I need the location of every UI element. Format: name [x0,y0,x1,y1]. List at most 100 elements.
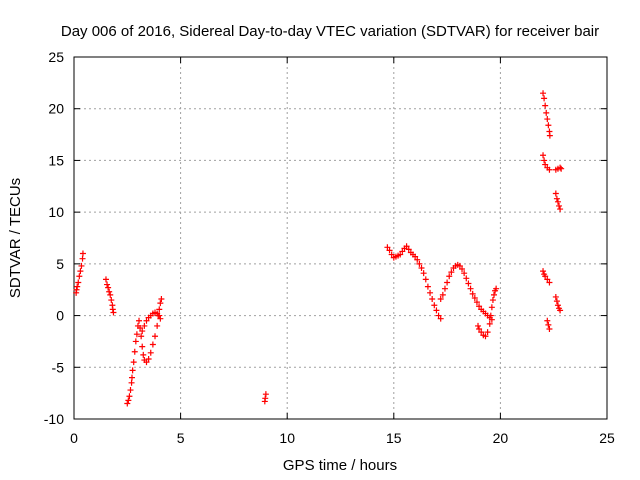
data-point [154,322,161,329]
data-point [543,109,550,116]
data-point [544,276,551,283]
y-tick-label: 25 [48,49,64,65]
data-point [427,289,434,296]
data-point [399,248,406,255]
data-point [476,303,483,310]
data-point [552,293,559,300]
data-point [157,300,164,307]
data-point [79,250,86,257]
data-point [104,281,111,288]
data-series-arc-2 [102,276,117,316]
data-point [486,320,493,327]
data-point [137,324,144,331]
data-point [418,264,425,271]
data-point [465,280,472,287]
data-point [431,302,438,309]
x-tick-label: 15 [386,430,402,446]
data-point [546,279,553,286]
data-point [110,309,117,316]
data-point [459,266,466,273]
data-point [262,395,269,402]
y-tick-label: 10 [48,204,64,220]
y-tick-label: -5 [52,359,65,375]
data-point [488,304,495,311]
data-point [540,90,547,97]
data-point [541,157,548,164]
x-tick-label: 0 [70,430,78,446]
x-tick-label: 20 [493,430,509,446]
data-point [128,374,135,381]
data-point [77,268,84,275]
data-point [78,262,85,269]
data-point [473,299,480,306]
data-point [141,322,148,329]
data-point [437,296,444,303]
data-point [147,349,154,356]
data-point [441,285,448,292]
data-point [437,315,444,322]
data-point [463,275,470,282]
data-point [152,333,159,340]
data-point [471,294,478,301]
data-point [158,296,165,303]
data-point [429,296,436,303]
data-point [138,333,145,340]
y-tick-label: 0 [56,308,64,324]
data-point [478,329,485,336]
data-point [397,251,404,258]
data-point [125,397,132,404]
data-point [545,122,552,129]
data-point [467,285,474,292]
data-point [143,317,150,324]
data-point [433,307,440,314]
y-axis-label: SDTVAR / TECUs [7,178,24,298]
data-point [79,255,86,262]
data-point [461,270,468,277]
data-point [102,276,109,283]
data-series-arc-7 [437,261,495,323]
data-point [262,391,269,398]
data-point [403,243,410,250]
data-series-arc-9 [540,90,553,139]
data-series-arc-14 [544,317,553,333]
data-point [386,247,393,254]
data-point [491,291,498,298]
x-axis-label: GPS time / hours [283,457,397,474]
data-point [554,302,561,309]
data-point [484,329,491,336]
data-point [388,251,395,258]
data-point [469,290,476,297]
plot-frame [73,56,608,420]
data-point [74,283,81,290]
data-point [482,333,489,340]
data-point [105,284,112,291]
data-point [424,283,431,290]
data-point [488,316,495,323]
data-point [73,286,80,293]
data-series-arc-15 [552,293,564,314]
data-point [544,317,551,324]
data-point [552,190,559,197]
data-point [542,273,549,280]
data-point [139,328,146,335]
data-point [420,270,427,277]
data-point [546,166,553,173]
data-series-arc-4 [139,309,164,335]
data-point [157,315,164,322]
data-point [476,326,483,333]
data-point [143,359,150,366]
data-point [131,348,138,355]
data-point [557,206,564,213]
data-point [475,322,482,329]
data-point [139,343,146,350]
data-point [414,256,421,263]
data-point [140,351,147,358]
data-point [546,326,553,333]
data-point [557,164,564,171]
data-points [73,90,565,407]
data-series-arc-13 [540,268,553,286]
data-point [557,307,564,314]
data-point [384,244,391,251]
